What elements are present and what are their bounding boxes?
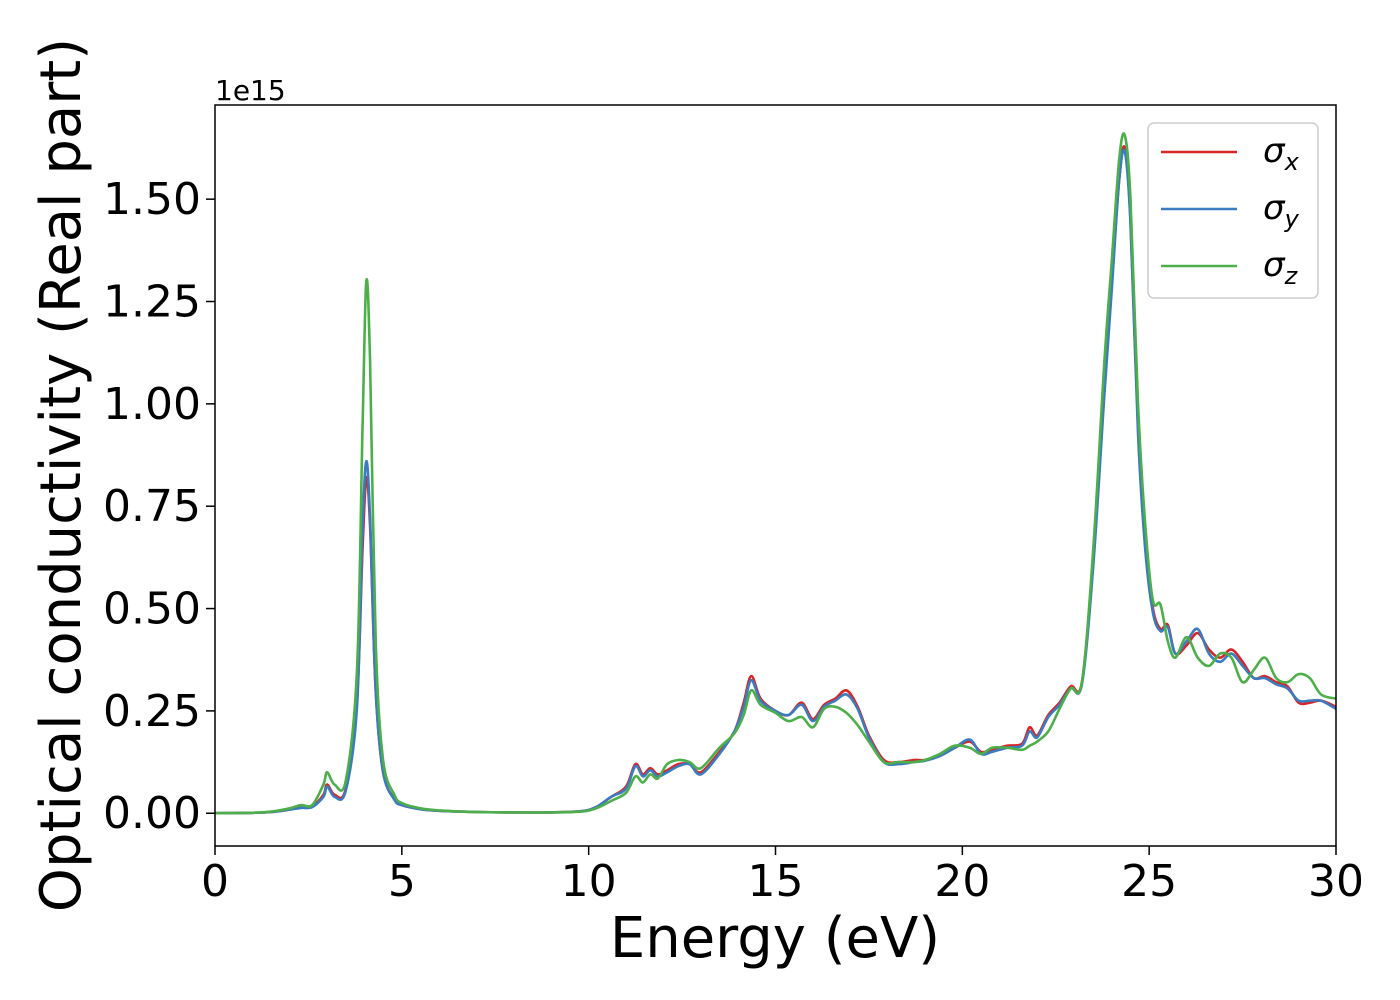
x-tick-label: 30: [1308, 856, 1364, 907]
x-tick-label: 0: [201, 856, 229, 907]
x-axis-ticks: 0 5 10 15 20 25 30: [201, 846, 1364, 907]
legend: σx σy σz: [1147, 122, 1319, 299]
y-axis-title: Optical conductivity (Real part): [29, 38, 94, 912]
legend-label-y: σy: [1263, 188, 1300, 233]
legend-box: [1147, 122, 1319, 299]
y-tick-label: 0.50: [103, 584, 201, 635]
y-tick-label: 0.00: [103, 788, 201, 839]
y-tick-label: 1.00: [103, 379, 201, 430]
y-tick-label: 1.25: [103, 277, 201, 328]
x-tick-label: 25: [1121, 856, 1177, 907]
x-tick-label: 10: [561, 856, 617, 907]
legend-label-x: σx: [1263, 131, 1300, 176]
x-tick-label: 5: [388, 856, 416, 907]
x-tick-label: 20: [934, 856, 990, 907]
x-axis-title: Energy (eV): [610, 906, 940, 971]
x-tick-label: 15: [748, 856, 804, 907]
y-offset-label: 1e15: [215, 74, 286, 107]
y-tick-label: 0.75: [103, 481, 201, 532]
y-tick-label: 1.50: [103, 174, 201, 225]
series-line-y: [215, 148, 1336, 815]
series-line-z: [215, 132, 1336, 815]
y-tick-label: 0.25: [103, 686, 201, 737]
y-axis-ticks: 0.00 0.25 0.50 0.75 1.00 1.25 1.50: [103, 174, 215, 839]
legend-label-z: σz: [1263, 245, 1299, 290]
series-layer: [215, 132, 1336, 815]
